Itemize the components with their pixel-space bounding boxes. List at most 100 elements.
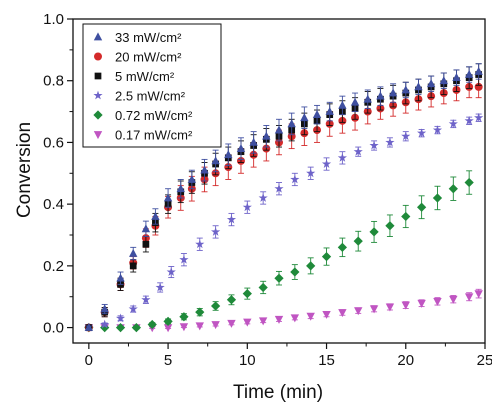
data-point (242, 289, 252, 299)
series-3 (84, 112, 484, 332)
data-point (416, 202, 427, 212)
data-point (128, 304, 138, 313)
data-point (353, 146, 363, 156)
data-point (179, 254, 189, 264)
data-point (274, 125, 284, 134)
data-point (195, 239, 205, 249)
data-point (129, 248, 138, 257)
data-point (116, 273, 125, 282)
data-point (290, 174, 300, 184)
data-point (312, 110, 322, 119)
data-point (274, 273, 284, 283)
data-point (100, 304, 109, 313)
data-point (388, 88, 398, 97)
data-point (306, 312, 315, 321)
data-point (350, 97, 360, 106)
data-point (426, 79, 436, 88)
data-point (100, 319, 110, 329)
data-point (226, 214, 237, 224)
data-point (147, 319, 157, 330)
legend: 33 mW/cm² 20 mW/cm² 5 mW/cm² 2.5 mW/cm² 0.72… (82, 23, 222, 148)
data-point (287, 119, 296, 128)
x-tick-label: 20 (397, 352, 414, 369)
data-point (142, 240, 150, 248)
data-point (452, 73, 461, 81)
data-point (448, 184, 458, 194)
plot-area (84, 63, 484, 333)
data-point (474, 66, 483, 75)
data-point (115, 322, 126, 333)
data-point (258, 282, 268, 293)
series-0 (84, 63, 483, 331)
data-point (290, 314, 300, 323)
data-point (448, 119, 458, 128)
data-point (432, 125, 443, 134)
legend-box (82, 23, 222, 148)
data-point (131, 322, 142, 333)
data-point (224, 150, 233, 159)
data-point (401, 131, 411, 141)
x-tick-label: 15 (318, 352, 335, 369)
data-point (236, 143, 246, 152)
data-point (401, 211, 411, 222)
x-axis-label: Time (min) (233, 382, 323, 403)
data-point (414, 82, 423, 91)
data-point (151, 211, 160, 220)
data-point (338, 100, 347, 109)
data-point (195, 322, 204, 331)
data-point (300, 113, 309, 122)
data-point (163, 316, 173, 327)
data-point (129, 262, 137, 270)
data-point (363, 94, 372, 103)
data-point (187, 174, 197, 183)
legend-entry: 20 mW/cm² (115, 50, 182, 65)
y-tick-label: 0.4 (43, 196, 64, 213)
y-tick-label: 0.0 (43, 320, 64, 337)
data-point (439, 76, 448, 85)
data-point (449, 295, 458, 304)
data-point (325, 106, 334, 115)
data-point (432, 193, 443, 203)
data-point (385, 221, 395, 231)
data-point (211, 227, 221, 236)
data-point (227, 319, 236, 328)
data-point (306, 168, 316, 178)
y-tick-label: 1.0 (43, 11, 64, 28)
data-point (258, 193, 268, 202)
data-point (211, 156, 220, 165)
legend-entry: 2.5 mW/cm² (115, 89, 186, 104)
legend-entry: 33 mW/cm² (115, 30, 182, 45)
data-point (474, 112, 484, 122)
data-point (353, 236, 363, 246)
data-point (163, 324, 173, 333)
data-point (200, 165, 209, 174)
data-point (337, 153, 347, 162)
data-point (464, 116, 474, 125)
data-point (274, 183, 284, 193)
data-point (290, 267, 300, 277)
data-point (464, 293, 474, 302)
legend-marker (93, 131, 103, 140)
legend-entry: 5 mW/cm² (115, 69, 175, 84)
data-point (385, 303, 395, 312)
data-point (474, 290, 483, 299)
data-point (166, 267, 176, 276)
x-tick-label: 10 (239, 352, 256, 369)
plot-frame (72, 18, 486, 344)
data-point (474, 82, 483, 91)
legend-marker (93, 110, 103, 120)
data-point (274, 315, 284, 324)
data-point (179, 312, 189, 322)
data-point (195, 307, 205, 317)
data-point (464, 177, 474, 188)
x-tick-label: 25 (477, 352, 492, 369)
data-point (401, 85, 410, 94)
data-point (141, 294, 151, 304)
series-4 (84, 170, 474, 333)
data-point (401, 301, 410, 310)
data-point (369, 305, 379, 314)
data-point (115, 313, 126, 323)
data-point (262, 131, 271, 140)
data-point (163, 193, 173, 202)
